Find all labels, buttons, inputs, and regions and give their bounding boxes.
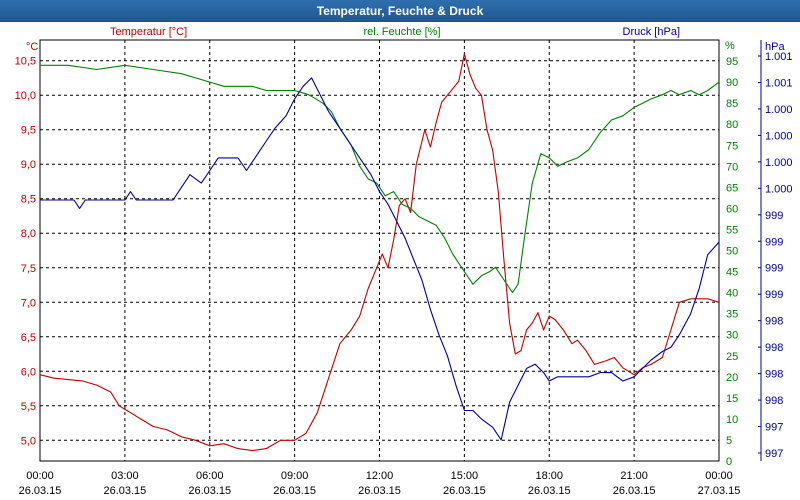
x-tick-date: 26.03.15 [528, 485, 571, 497]
temperature-tick-label: 9,0 [21, 159, 36, 171]
chart-title: Temperatur, Feuchte & Druck [0, 0, 800, 22]
humidity-tick-label: 40 [726, 288, 738, 300]
temperature-tick-label: 5,0 [21, 435, 36, 447]
pressure-tick-label: 998 [765, 316, 783, 328]
temperature-tick-label: 7,5 [21, 263, 36, 275]
series-layer [39, 53, 720, 452]
humidity-series-line [40, 64, 720, 294]
plot-frame [39, 39, 720, 462]
humidity-tick-label: 95 [726, 56, 738, 68]
pressure-tick-label: 999 [765, 289, 783, 301]
humidity-tick-label: 25 [726, 351, 738, 363]
pressure-tick-label: 997 [765, 448, 783, 460]
x-tick-time: 00:00 [705, 470, 733, 482]
humidity-tick-label: 20 [726, 372, 738, 384]
pressure-tick-label: 1.000 [765, 157, 793, 169]
humidity-tick-label: 55 [726, 224, 738, 236]
temperature-tick-label: 9,5 [21, 125, 36, 137]
x-tick-date: 26.03.15 [273, 485, 316, 497]
temperature-axis-label: Temperatur [°C] [110, 26, 187, 38]
humidity-unit: % [725, 40, 735, 52]
pressure-axis-label: Druck [hPa] [623, 26, 680, 38]
x-tick-date: 26.03.15 [103, 485, 146, 497]
humidity-tick-label: 50 [726, 246, 738, 258]
temperature-tick-label: 5,5 [21, 401, 36, 413]
pressure-tick-label: 999 [765, 210, 783, 222]
pressure-tick-label: 1.001 [765, 77, 793, 89]
x-tick-date: 26.03.15 [188, 485, 231, 497]
humidity-tick-label: 10 [726, 414, 738, 426]
x-tick-date: 27.03.15 [698, 485, 741, 497]
pressure-unit: hPa [765, 41, 785, 53]
temperature-tick-label: 6,5 [21, 332, 36, 344]
pressure-tick-label: 998 [765, 342, 783, 354]
pressure-series-line [40, 77, 720, 441]
humidity-tick-label: 90 [726, 77, 738, 89]
pressure-tick-label: 997 [765, 422, 783, 434]
humidity-tick-label: 5 [726, 435, 732, 447]
humidity-tick-label: 65 [726, 182, 738, 194]
axes-layer: 00:00 26.03.15 03:00 26.03.15 06:00 26.03.15 0… [15, 26, 793, 497]
pressure-tick-label: 1.001 [765, 51, 793, 63]
humidity-tick-label: 60 [726, 203, 738, 215]
temperature-series-line [39, 53, 720, 452]
temperature-tick-label: 10,0 [15, 90, 36, 102]
humidity-tick-label: 0 [726, 456, 732, 468]
grid-layer [40, 40, 719, 461]
pressure-tick-label: 1.000 [765, 183, 793, 195]
x-tick-time: 09:00 [281, 470, 309, 482]
pressure-tick-label: 999 [765, 236, 783, 248]
humidity-tick-label: 80 [726, 119, 738, 131]
humidity-tick-label: 35 [726, 309, 738, 321]
humidity-tick-label: 75 [726, 140, 738, 152]
humidity-tick-label: 85 [726, 98, 738, 110]
pressure-tick-label: 998 [765, 369, 783, 381]
pressure-tick-label: 998 [765, 395, 783, 407]
temperature-tick-label: 8,0 [21, 228, 36, 240]
temperature-tick-label: 10,5 [15, 56, 36, 68]
temperature-tick-label: 6,0 [21, 366, 36, 378]
x-tick-time: 15:00 [451, 470, 479, 482]
x-tick-date: 26.03.15 [358, 485, 401, 497]
x-tick-time: 06:00 [196, 470, 224, 482]
pressure-tick-label: 999 [765, 263, 783, 275]
humidity-axis-label: rel. Feuchte [%] [363, 26, 440, 38]
x-tick-date: 26.03.15 [613, 485, 656, 497]
x-tick-time: 03:00 [111, 470, 139, 482]
humidity-tick-label: 15 [726, 393, 738, 405]
x-tick-time: 00:00 [26, 470, 54, 482]
temperature-tick-label: 7,0 [21, 297, 36, 309]
humidity-tick-label: 45 [726, 267, 738, 279]
temperature-tick-label: 8,5 [21, 194, 36, 206]
x-tick-time: 12:00 [366, 470, 394, 482]
pressure-tick-label: 1.000 [765, 130, 793, 142]
humidity-tick-label: 30 [726, 330, 738, 342]
chart: 00:00 26.03.15 03:00 26.03.15 06:00 26.03.15 0… [15, 26, 793, 497]
humidity-tick-label: 70 [726, 161, 738, 173]
pressure-tick-label: 1.000 [765, 104, 793, 116]
x-tick-time: 21:00 [620, 470, 648, 482]
x-tick-date: 26.03.15 [443, 485, 486, 497]
x-tick-date: 26.03.15 [19, 485, 62, 497]
x-tick-time: 18:00 [535, 470, 563, 482]
temperature-unit: °C [26, 41, 38, 53]
